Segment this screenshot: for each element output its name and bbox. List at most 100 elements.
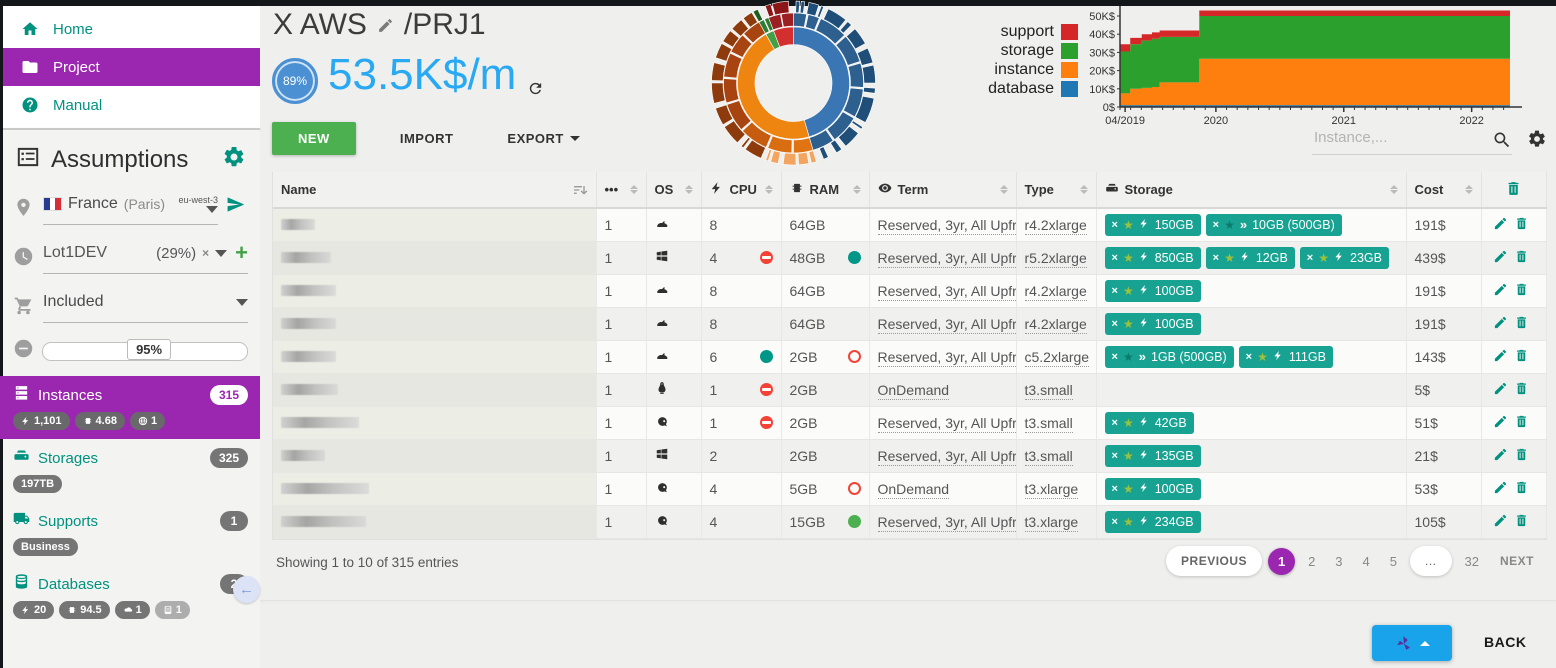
table-row[interactable]: 1 1 2GB OnDemand t3.small 5$ <box>273 373 1547 407</box>
table-row[interactable]: 1 8 64GB Reserved, 3yr, All Upfr... r4.2xlar… <box>273 274 1547 308</box>
search-input[interactable] <box>1312 128 1481 147</box>
remove-discount-icon[interactable]: × <box>202 246 210 260</box>
page-number[interactable]: 2 <box>1308 553 1316 569</box>
delete-row-icon[interactable] <box>1514 513 1529 528</box>
storage-badge[interactable]: × ★ 135GB <box>1104 444 1201 467</box>
remove-storage-icon[interactable]: × <box>1212 218 1220 231</box>
sort-arrows-icon[interactable] <box>1079 185 1088 194</box>
discount-select[interactable]: Lot1DEV (29%) × + <box>43 240 248 274</box>
sort-amount-icon[interactable] <box>572 182 588 198</box>
cell-type[interactable]: t3.small <box>1016 406 1097 440</box>
sort-arrows-icon[interactable] <box>1464 185 1473 194</box>
remove-storage-icon[interactable]: × <box>1212 251 1220 264</box>
sort-arrows-icon[interactable] <box>1389 185 1398 194</box>
cell-term[interactable]: Reserved, 3yr, All Upfr... <box>869 340 1017 374</box>
edit-title-icon[interactable] <box>377 8 394 42</box>
cell-type[interactable]: r4.2xlarge <box>1016 208 1097 242</box>
edit-row-icon[interactable] <box>1493 447 1508 462</box>
cell-type[interactable]: r4.2xlarge <box>1016 307 1097 341</box>
cell-term[interactable]: Reserved, 3yr, All Upfr... <box>869 406 1017 440</box>
page-number[interactable]: 3 <box>1335 553 1343 569</box>
remove-storage-icon[interactable]: × <box>1111 218 1118 231</box>
table-row[interactable]: 1 1 2GB Reserved, 3yr, All Upfr... t3.small ×… <box>273 406 1547 440</box>
page-active[interactable]: 1 <box>1268 547 1296 575</box>
delete-row-icon[interactable] <box>1514 315 1529 330</box>
next-page-button[interactable]: NEXT <box>1499 554 1534 568</box>
page-number[interactable]: 5 <box>1389 553 1397 569</box>
cost-breakdown-sunburst-chart[interactable] <box>706 0 881 166</box>
cell-type[interactable]: c5.2xlarge <box>1016 340 1097 374</box>
column-header-type[interactable]: Type <box>1016 172 1097 209</box>
remove-storage-icon[interactable]: × <box>1111 449 1118 462</box>
sidebar-section-storages[interactable]: Storages 325 197TB <box>0 439 260 502</box>
table-row[interactable]: 1 4 15GB Reserved, 3yr, All Upfr... t3.xlarg… <box>273 505 1547 539</box>
cell-term[interactable]: Reserved, 3yr, All Upfr... <box>869 274 1017 308</box>
remove-storage-icon[interactable]: × <box>1111 515 1118 528</box>
sidebar-item-home[interactable]: Home <box>3 10 260 48</box>
edit-row-icon[interactable] <box>1493 216 1508 231</box>
edit-row-icon[interactable] <box>1493 282 1508 297</box>
remove-storage-icon[interactable]: × <box>1111 284 1118 297</box>
column-header-term[interactable]: Term <box>869 172 1017 209</box>
column-header-cost[interactable]: Cost <box>1406 172 1482 209</box>
cell-type[interactable]: t3.xlarge <box>1016 472 1097 506</box>
sidebar-section-instances[interactable]: Instances 315 1,101 4.68 1 <box>0 376 260 439</box>
previous-page-button[interactable]: PREVIOUS <box>1166 546 1263 576</box>
sidebar-collapse-button[interactable]: ← <box>233 576 260 603</box>
table-row[interactable]: 1 4 48GB Reserved, 3yr, All Upfr... r5.2xlar… <box>273 241 1547 275</box>
assumptions-gear-icon[interactable] <box>222 145 246 174</box>
delete-row-icon[interactable] <box>1514 348 1529 363</box>
refresh-icon[interactable] <box>527 80 544 102</box>
cell-type[interactable]: r5.2xlarge <box>1016 241 1097 275</box>
pages-ellipsis[interactable]: ... <box>1410 546 1452 576</box>
column-header-ram[interactable]: RAM <box>781 172 870 209</box>
remove-storage-icon[interactable]: × <box>1111 482 1118 495</box>
cell-term[interactable]: Reserved, 3yr, All Upfr... <box>869 241 1017 275</box>
support-select[interactable]: Included <box>43 289 248 323</box>
remove-storage-icon[interactable]: × <box>1306 251 1314 264</box>
chevron-down-icon[interactable] <box>215 249 228 257</box>
cell-type[interactable]: t3.small <box>1016 439 1097 473</box>
table-row[interactable]: 1 6 2GB Reserved, 3yr, All Upfr... c5.2xlarg… <box>273 340 1547 374</box>
storage-badge[interactable]: × ★ 100GB <box>1104 477 1201 500</box>
remove-storage-icon[interactable]: × <box>1111 416 1118 429</box>
storage-badge[interactable]: × ★ 100GB <box>1104 279 1201 302</box>
delete-row-icon[interactable] <box>1514 249 1529 264</box>
storage-badge[interactable]: × ★ 150GB <box>1104 213 1201 236</box>
remove-storage-icon[interactable]: × <box>1245 350 1253 363</box>
remove-storage-icon[interactable]: × <box>1111 251 1118 264</box>
delete-row-icon[interactable] <box>1514 414 1529 429</box>
table-row[interactable]: 1 8 64GB Reserved, 3yr, All Upfr... r4.2xlar… <box>273 208 1547 242</box>
remove-storage-icon[interactable]: × <box>1111 350 1118 363</box>
table-row[interactable]: 1 8 64GB Reserved, 3yr, All Upfr... r4.2xlar… <box>273 307 1547 341</box>
remove-storage-icon[interactable]: × <box>1111 317 1118 330</box>
edit-row-icon[interactable] <box>1493 249 1508 264</box>
cell-type[interactable]: r4.2xlarge <box>1016 274 1097 308</box>
table-row[interactable]: 1 4 5GB OnDemand t3.xlarge × ★ 100GB 53$ <box>273 472 1547 506</box>
sort-arrows-icon[interactable] <box>684 185 693 194</box>
sort-arrows-icon[interactable] <box>629 185 638 194</box>
sort-arrows-icon[interactable] <box>999 185 1008 194</box>
trash-icon[interactable] <box>1505 180 1522 200</box>
cell-term[interactable]: Reserved, 3yr, All Upfr... <box>869 208 1017 242</box>
storage-badge[interactable]: × ★ 850GB <box>1104 246 1201 269</box>
new-button[interactable]: NEW <box>272 122 356 155</box>
region-select[interactable]: France (Paris) eu-west-3 <box>43 191 218 225</box>
storage-badge[interactable]: × ★ » 1GB (500GB) <box>1104 345 1234 368</box>
sort-arrows-icon[interactable] <box>764 185 773 194</box>
delete-row-icon[interactable] <box>1514 381 1529 396</box>
storage-badge[interactable]: × ★ 234GB <box>1104 510 1201 533</box>
page-number[interactable]: 4 <box>1362 553 1370 569</box>
cell-term[interactable]: OnDemand <box>869 373 1017 407</box>
add-discount-icon[interactable]: + <box>235 240 248 265</box>
storage-badge[interactable]: × ★ 42GB <box>1104 411 1194 434</box>
sidebar-section-supports[interactable]: Supports 1 Business <box>0 502 260 565</box>
page-number[interactable]: 32 <box>1464 553 1479 569</box>
delete-row-icon[interactable] <box>1514 282 1529 297</box>
chevron-down-icon[interactable] <box>206 205 218 213</box>
sidebar-item-manual[interactable]: Manual <box>3 86 260 124</box>
export-button[interactable]: EXPORT <box>497 122 589 155</box>
storage-badge[interactable]: × ★ 100GB <box>1104 312 1201 335</box>
filter-dropdown-button[interactable] <box>1372 625 1452 661</box>
